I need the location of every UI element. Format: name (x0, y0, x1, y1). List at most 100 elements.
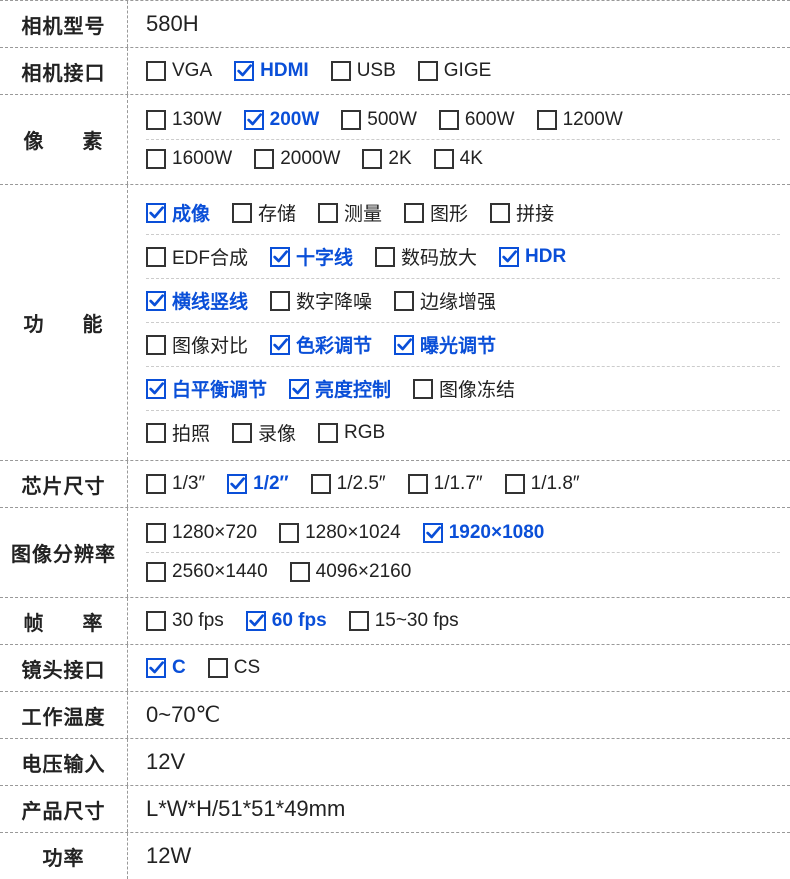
option[interactable]: 测量 (318, 199, 382, 226)
checkbox[interactable] (499, 247, 519, 267)
option[interactable]: VGA (146, 60, 212, 82)
option[interactable]: 亮度控制 (289, 375, 391, 402)
option[interactable]: CS (208, 657, 260, 679)
checkbox[interactable] (146, 203, 166, 223)
option[interactable]: 1600W (146, 148, 232, 170)
checkbox[interactable] (270, 335, 290, 355)
checkbox[interactable] (394, 291, 414, 311)
checkbox[interactable] (246, 611, 266, 631)
checkbox[interactable] (146, 658, 166, 678)
checkbox[interactable] (362, 149, 382, 169)
checkbox[interactable] (341, 110, 361, 130)
option[interactable]: 4K (434, 148, 483, 170)
option[interactable]: 1/2″ (227, 473, 289, 495)
checkbox[interactable] (146, 291, 166, 311)
checkbox[interactable] (408, 474, 428, 494)
option[interactable]: EDF合成 (146, 243, 248, 270)
option[interactable]: HDR (499, 243, 566, 270)
option[interactable]: 图像对比 (146, 331, 248, 358)
checkbox[interactable] (375, 247, 395, 267)
checkbox[interactable] (490, 203, 510, 223)
checkbox[interactable] (318, 423, 338, 443)
option[interactable]: GIGE (418, 60, 492, 82)
checkbox[interactable] (270, 291, 290, 311)
checkbox[interactable] (146, 523, 166, 543)
checkbox[interactable] (146, 149, 166, 169)
checkbox[interactable] (146, 110, 166, 130)
option[interactable]: 数字降噪 (270, 287, 372, 314)
checkbox[interactable] (227, 474, 247, 494)
option[interactable]: 成像 (146, 199, 210, 226)
option[interactable]: 1/1.8″ (505, 473, 580, 495)
option[interactable]: 2000W (254, 148, 340, 170)
option[interactable]: 1200W (537, 109, 623, 131)
checkbox[interactable] (279, 523, 299, 543)
option[interactable]: 600W (439, 109, 515, 131)
checkbox[interactable] (208, 658, 228, 678)
checkbox[interactable] (146, 61, 166, 81)
option[interactable]: 500W (341, 109, 417, 131)
option[interactable]: 1/3″ (146, 473, 205, 495)
checkbox[interactable] (394, 335, 414, 355)
option[interactable]: 数码放大 (375, 243, 477, 270)
checkbox[interactable] (290, 562, 310, 582)
checkbox[interactable] (270, 247, 290, 267)
checkbox[interactable] (505, 474, 525, 494)
checkbox[interactable] (418, 61, 438, 81)
checkbox[interactable] (244, 110, 264, 130)
option[interactable]: 拍照 (146, 419, 210, 446)
option[interactable]: 30 fps (146, 610, 224, 632)
checkbox[interactable] (232, 423, 252, 443)
checkbox[interactable] (404, 203, 424, 223)
option[interactable]: 录像 (232, 419, 296, 446)
option-label: 200W (270, 109, 320, 131)
checkbox[interactable] (146, 562, 166, 582)
checkbox[interactable] (537, 110, 557, 130)
option[interactable]: USB (331, 60, 396, 82)
option[interactable]: 60 fps (246, 610, 327, 632)
checkbox[interactable] (146, 379, 166, 399)
option[interactable]: 横线竖线 (146, 287, 248, 314)
checkbox[interactable] (289, 379, 309, 399)
option[interactable]: 白平衡调节 (146, 375, 267, 402)
option[interactable]: 曝光调节 (394, 331, 496, 358)
checkbox[interactable] (434, 149, 454, 169)
checkbox[interactable] (311, 474, 331, 494)
checkbox[interactable] (234, 61, 254, 81)
checkbox[interactable] (232, 203, 252, 223)
option[interactable]: 图形 (404, 199, 468, 226)
checkbox[interactable] (439, 110, 459, 130)
checkbox[interactable] (146, 335, 166, 355)
option[interactable]: C (146, 657, 186, 679)
checkbox[interactable] (146, 423, 166, 443)
option[interactable]: 色彩调节 (270, 331, 372, 358)
option[interactable]: 2K (362, 148, 411, 170)
checkbox[interactable] (331, 61, 351, 81)
option[interactable]: 拼接 (490, 199, 554, 226)
option[interactable]: RGB (318, 419, 385, 446)
option[interactable]: 1280×1024 (279, 522, 401, 544)
option[interactable]: 1/2.5″ (311, 473, 386, 495)
row-label: 功能 (0, 185, 128, 460)
option[interactable]: 2560×1440 (146, 561, 268, 583)
checkbox[interactable] (254, 149, 274, 169)
option[interactable]: 图像冻结 (413, 375, 515, 402)
option[interactable]: 130W (146, 109, 222, 131)
checkbox[interactable] (146, 247, 166, 267)
option[interactable]: 存储 (232, 199, 296, 226)
option[interactable]: 1280×720 (146, 522, 257, 544)
option[interactable]: 边缘增强 (394, 287, 496, 314)
checkbox[interactable] (349, 611, 369, 631)
option[interactable]: 1920×1080 (423, 522, 545, 544)
option[interactable]: 15~30 fps (349, 610, 459, 632)
option[interactable]: 十字线 (270, 243, 353, 270)
option[interactable]: 200W (244, 109, 320, 131)
checkbox[interactable] (318, 203, 338, 223)
checkbox[interactable] (413, 379, 433, 399)
checkbox[interactable] (146, 611, 166, 631)
option[interactable]: HDMI (234, 60, 309, 82)
option[interactable]: 1/1.7″ (408, 473, 483, 495)
option[interactable]: 4096×2160 (290, 561, 412, 583)
checkbox[interactable] (146, 474, 166, 494)
checkbox[interactable] (423, 523, 443, 543)
